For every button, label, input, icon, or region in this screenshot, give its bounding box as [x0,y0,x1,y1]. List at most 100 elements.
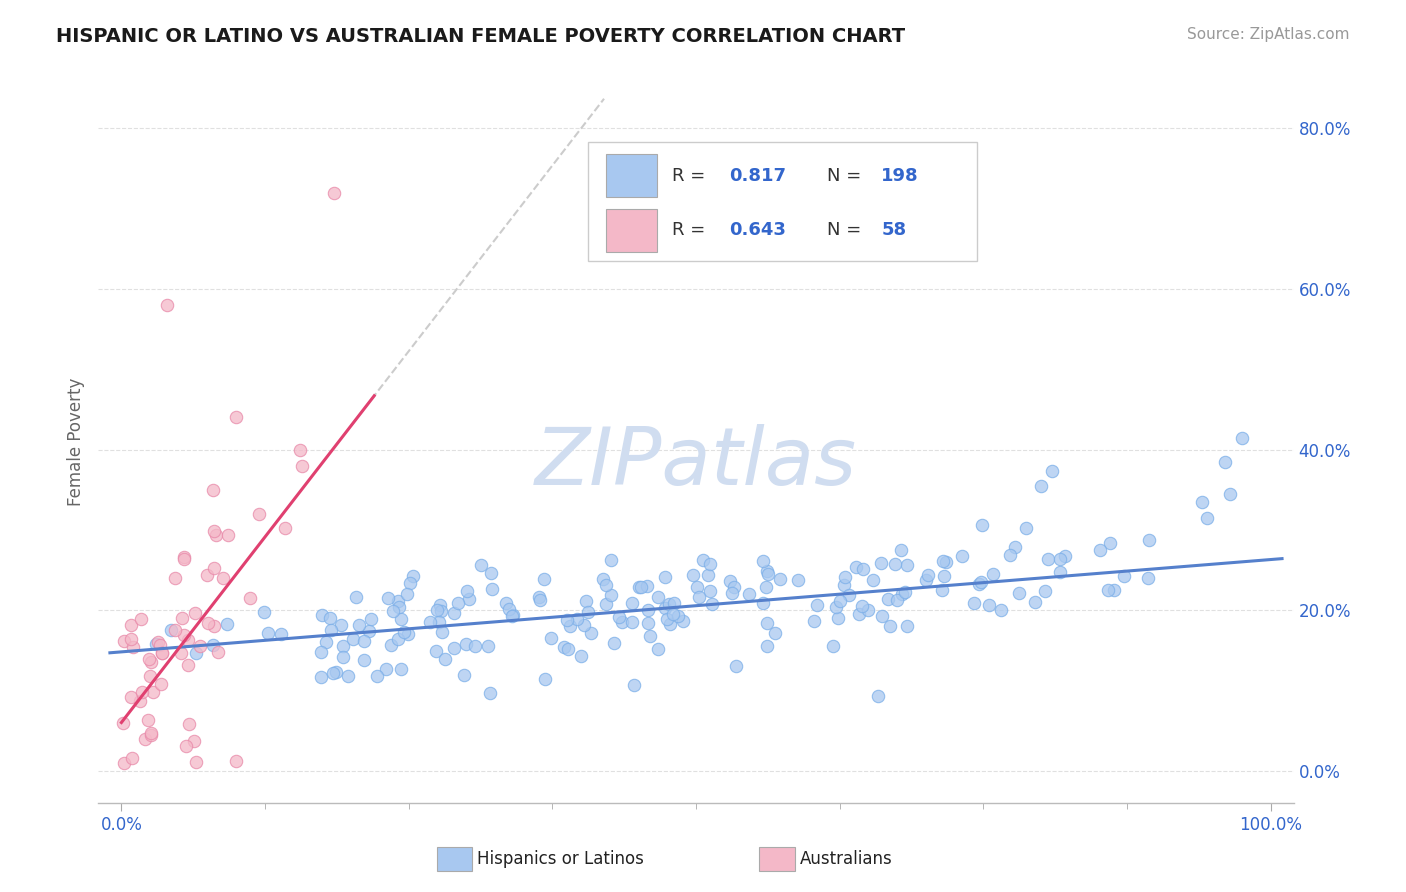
Text: Source: ZipAtlas.com: Source: ZipAtlas.com [1187,27,1350,42]
Point [769,572,792,586]
Point [145,637,167,651]
Point [935,555,957,569]
Point [1098,535,1121,549]
Point [150,646,173,660]
Point [755,564,778,578]
Point [184,606,207,620]
Point [896,619,918,633]
Point [723,580,745,594]
Point [662,607,685,622]
Point [533,573,555,587]
Point [751,554,773,568]
Point [353,653,375,667]
Point [389,662,412,676]
Point [456,583,478,598]
Point [534,672,557,686]
Point [270,627,292,641]
Point [655,612,678,626]
Point [337,668,360,682]
Point [1097,583,1119,598]
Point [291,458,314,473]
Point [932,569,955,583]
Point [763,625,786,640]
Point [688,591,710,605]
Point [664,596,686,610]
Point [970,574,993,589]
Point [202,483,225,497]
Point [225,755,247,769]
Text: HISPANIC OR LATINO VS AUSTRALIAN FEMALE POVERTY CORRELATION CHART: HISPANIC OR LATINO VS AUSTRALIAN FEMALE … [56,27,905,45]
Point [592,572,614,586]
Point [454,637,477,651]
Y-axis label: Female Poverty: Female Poverty [66,377,84,506]
Point [131,684,153,698]
Point [595,577,617,591]
Point [377,591,399,605]
Point [1054,549,1077,563]
Point [830,594,852,608]
Point [756,616,779,631]
Point [239,591,262,606]
Point [1102,582,1125,597]
Point [575,594,598,608]
Point [129,694,152,708]
Point [111,716,134,731]
Point [699,557,721,571]
Point [353,634,375,648]
Point [184,756,207,770]
Point [332,650,354,665]
Point [392,624,415,639]
Point [529,593,551,607]
Point [150,646,173,660]
Point [288,442,311,457]
Point [658,597,681,611]
Point [323,186,346,200]
Point [433,651,456,665]
Point [832,578,855,592]
Text: R =: R = [672,167,706,185]
Point [581,626,603,640]
Point [177,632,200,647]
Point [177,658,200,673]
Point [395,587,418,601]
Point [479,566,502,581]
Point [332,639,354,653]
Point [686,580,709,594]
Point [868,689,890,703]
Point [637,616,659,631]
Point [188,639,211,653]
Point [1191,494,1213,508]
Point [755,640,778,654]
Point [432,624,454,639]
Point [699,583,721,598]
Point [122,640,145,655]
Point [600,553,623,567]
Point [756,567,779,582]
Point [879,619,901,633]
Point [630,580,652,594]
Point [225,410,247,425]
Point [207,645,229,659]
Text: ZIPatlas: ZIPatlas [534,425,858,502]
Point [344,590,367,604]
Point [610,615,633,630]
Point [627,580,650,594]
Point [149,676,172,690]
Point [1049,551,1071,566]
Point [177,716,200,731]
Point [654,601,676,615]
Point [360,612,382,626]
Point [738,587,761,601]
Point [205,527,228,541]
Point [201,638,224,652]
Point [142,684,165,698]
Point [572,618,595,632]
FancyBboxPatch shape [437,847,472,871]
Point [138,652,160,666]
Point [247,507,270,521]
Point [1112,569,1135,583]
Point [896,558,918,572]
Point [197,615,219,630]
Point [527,590,550,604]
Point [718,574,741,588]
